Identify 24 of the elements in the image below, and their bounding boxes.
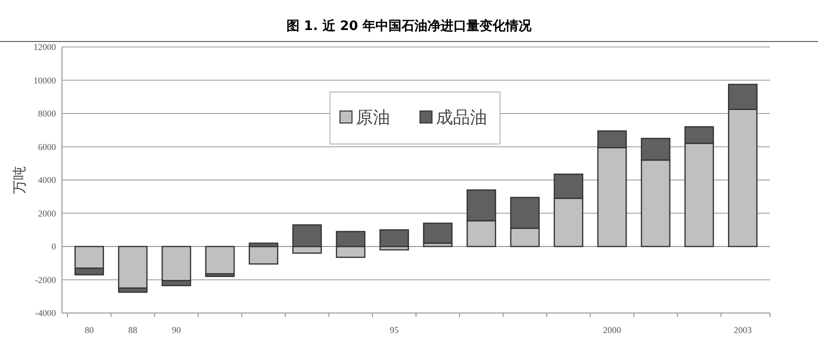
bar [379,229,409,248]
y-tick-label: 10000 [34,75,56,86]
y-axis-title: 万吨 [12,166,28,194]
y-tick-label: 12000 [34,42,56,52]
y-tick-label: -2000 [35,274,56,285]
chart-title: 图 1. 近 20 年中国石油净进口量变化情况 [286,18,533,34]
legend-label: 成品油 [436,108,487,127]
bar [248,246,278,265]
y-tick-label: -4000 [35,308,56,318]
bar [205,246,235,275]
y-tick-label: 4000 [38,175,56,186]
y-tick-label: 2000 [38,208,56,218]
x-tick-label: 2003 [734,325,752,335]
bar [118,246,148,289]
legend-label: 原油 [356,108,390,127]
x-tick-label: 95 [390,325,400,335]
y-tick-label: 0 [52,242,56,252]
x-tick-label: 2000 [603,325,622,335]
bar [423,222,453,244]
y-tick-label: 8000 [38,108,56,119]
x-tick-label: 80 [84,325,94,335]
x-tick-label: 90 [172,325,182,335]
x-tick-label: 88 [128,325,138,335]
y-tick-label: 6000 [38,142,56,152]
